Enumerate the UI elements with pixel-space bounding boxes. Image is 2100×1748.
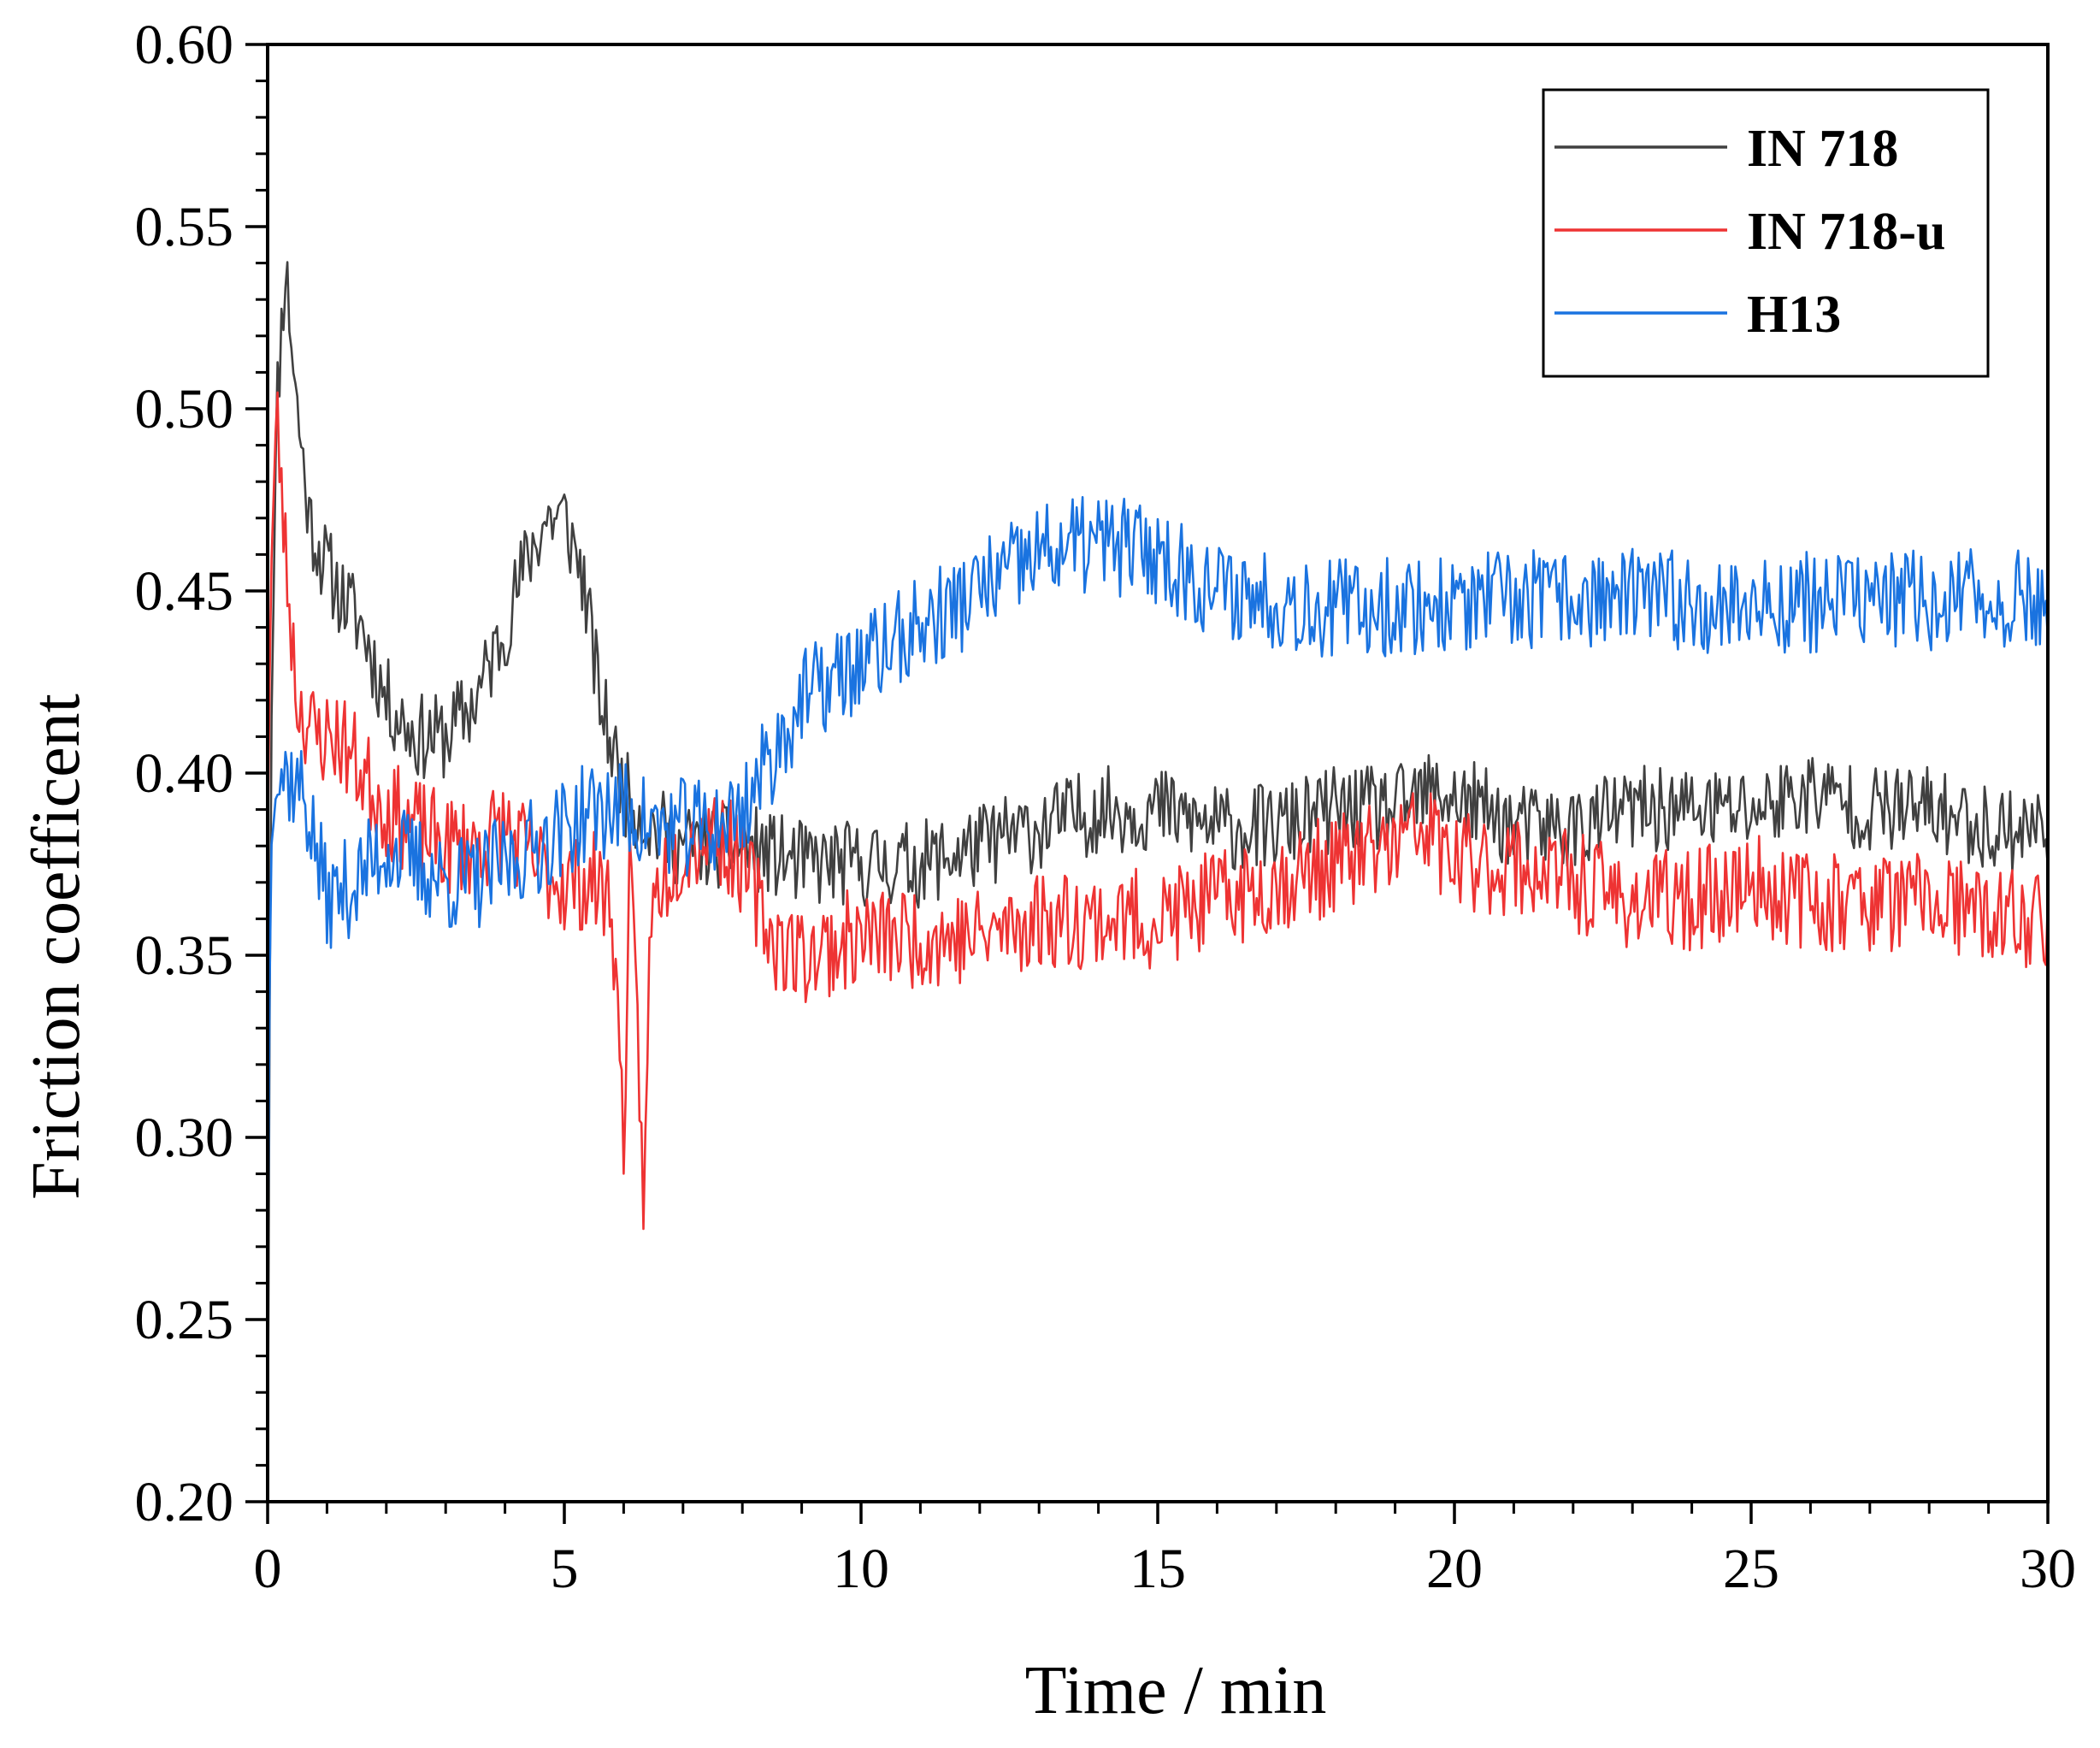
legend-label-1: IN 718-u [1747, 203, 1946, 261]
x-tick-label: 0 [254, 1538, 282, 1600]
legend-label-2: H13 [1747, 286, 1841, 344]
y-tick-label: 0.25 [135, 1289, 234, 1351]
y-tick-label: 0.60 [135, 14, 234, 76]
series-layer [268, 261, 2048, 1502]
legend: IN 718 IN 718-u H13 [1542, 88, 1990, 378]
y-tick-label: 0.40 [135, 742, 234, 805]
y-tick-label: 0.50 [135, 378, 234, 440]
legend-box [1542, 88, 1990, 378]
axis-layer: 0 5 10 15 20 25 30 0.20 0.25 0.30 0.35 0.40 0.45 0.50… [135, 14, 2077, 1600]
x-tick-label: 10 [833, 1538, 889, 1600]
x-tick-label: 25 [1723, 1538, 1779, 1600]
series-line-2 [268, 495, 2048, 1291]
y-axis-title: Friction coefficent [19, 694, 94, 1200]
x-axis-title: Time / min [1025, 1653, 1327, 1728]
y-tick-label: 0.55 [135, 196, 234, 258]
y-tick-label: 0.30 [135, 1107, 234, 1169]
x-tick-label: 15 [1130, 1538, 1186, 1600]
legend-label-0: IN 718 [1747, 120, 1898, 178]
series-line-0 [268, 261, 2048, 1502]
y-tick-label: 0.35 [135, 924, 234, 987]
x-tick-label: 20 [1426, 1538, 1483, 1600]
y-tick-label: 0.20 [135, 1471, 234, 1533]
y-tick-label: 0.45 [135, 560, 234, 623]
x-tick-label: 5 [551, 1538, 579, 1600]
series-line-1 [268, 391, 2048, 1231]
x-tick-label: 30 [2020, 1538, 2076, 1600]
